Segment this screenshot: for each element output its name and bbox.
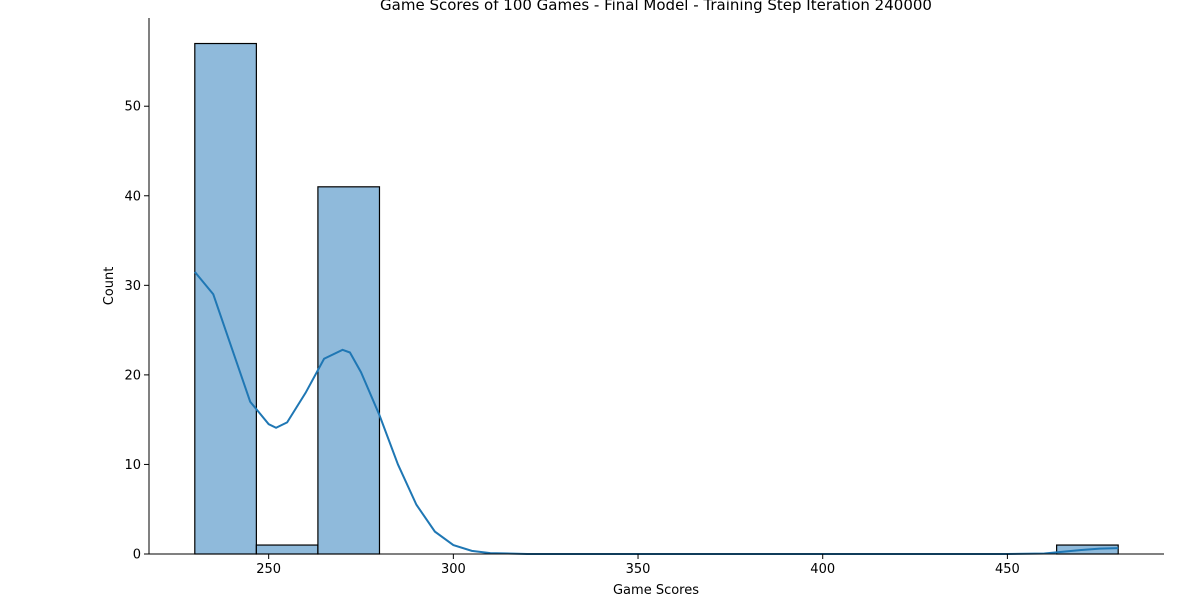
y-axis-label: Count: [102, 267, 117, 306]
x-axis-label: Game Scores: [613, 583, 699, 598]
histogram-bar-2: [317, 186, 381, 555]
y-tick-label: 0: [133, 548, 141, 563]
histogram-bar-1: [255, 544, 319, 555]
x-tick-label: 400: [810, 562, 835, 577]
histogram-bar-0: [194, 42, 257, 555]
y-tick-label: 50: [124, 100, 141, 115]
x-tick-label: 450: [995, 562, 1020, 577]
x-tick-label: 300: [441, 562, 466, 577]
x-tick-label: 250: [256, 562, 281, 577]
x-axis-ticks: 250 300 350 400 450: [256, 554, 1020, 577]
x-tick-label: 350: [626, 562, 651, 577]
y-tick-label: 20: [124, 368, 141, 383]
y-tick-label: 40: [124, 189, 141, 204]
y-axis-ticks: 0 10 20 30 40 50: [124, 100, 149, 563]
y-tick-label: 10: [124, 458, 141, 473]
chart-title: Game Scores of 100 Games - Final Model -…: [380, 0, 932, 14]
y-tick-label: 30: [124, 279, 141, 294]
histogram-bars: [194, 42, 1119, 555]
